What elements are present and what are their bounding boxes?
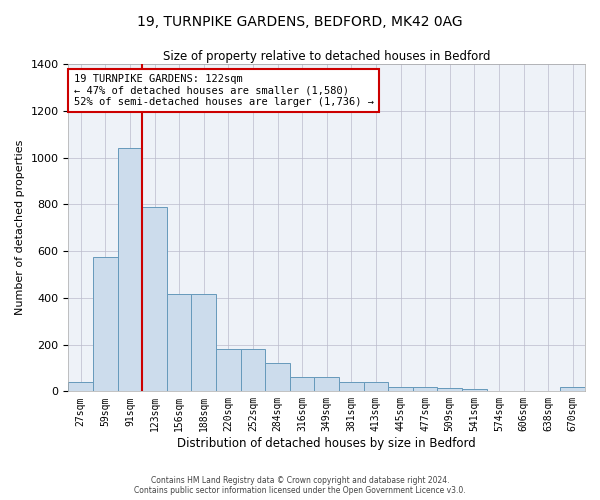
Bar [339,382,364,392]
Text: Contains HM Land Registry data © Crown copyright and database right 2024.
Contai: Contains HM Land Registry data © Crown c… [134,476,466,495]
Bar [93,257,118,392]
Bar [167,294,191,392]
Text: 19, TURNPIKE GARDENS, BEDFORD, MK42 0AG: 19, TURNPIKE GARDENS, BEDFORD, MK42 0AG [137,15,463,29]
Text: 19 TURNPIKE GARDENS: 122sqm
← 47% of detached houses are smaller (1,580)
52% of : 19 TURNPIKE GARDENS: 122sqm ← 47% of det… [74,74,374,107]
Bar [68,382,93,392]
Bar [118,148,142,392]
Bar [413,386,437,392]
Bar [364,382,388,392]
Bar [216,350,241,392]
Bar [265,364,290,392]
Bar [462,390,487,392]
Bar [437,388,462,392]
Bar [191,294,216,392]
Y-axis label: Number of detached properties: Number of detached properties [15,140,25,316]
X-axis label: Distribution of detached houses by size in Bedford: Distribution of detached houses by size … [178,437,476,450]
Bar [314,378,339,392]
Title: Size of property relative to detached houses in Bedford: Size of property relative to detached ho… [163,50,490,63]
Bar [290,378,314,392]
Bar [388,386,413,392]
Bar [142,206,167,392]
Bar [241,350,265,392]
Bar [560,386,585,392]
